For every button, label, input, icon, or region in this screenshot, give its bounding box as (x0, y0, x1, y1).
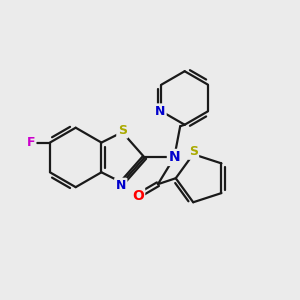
Text: S: S (189, 145, 198, 158)
Text: N: N (155, 105, 165, 118)
Text: N: N (168, 150, 180, 164)
Text: N: N (116, 179, 126, 192)
Text: O: O (132, 189, 144, 203)
Text: F: F (26, 136, 35, 149)
Text: S: S (118, 124, 127, 137)
